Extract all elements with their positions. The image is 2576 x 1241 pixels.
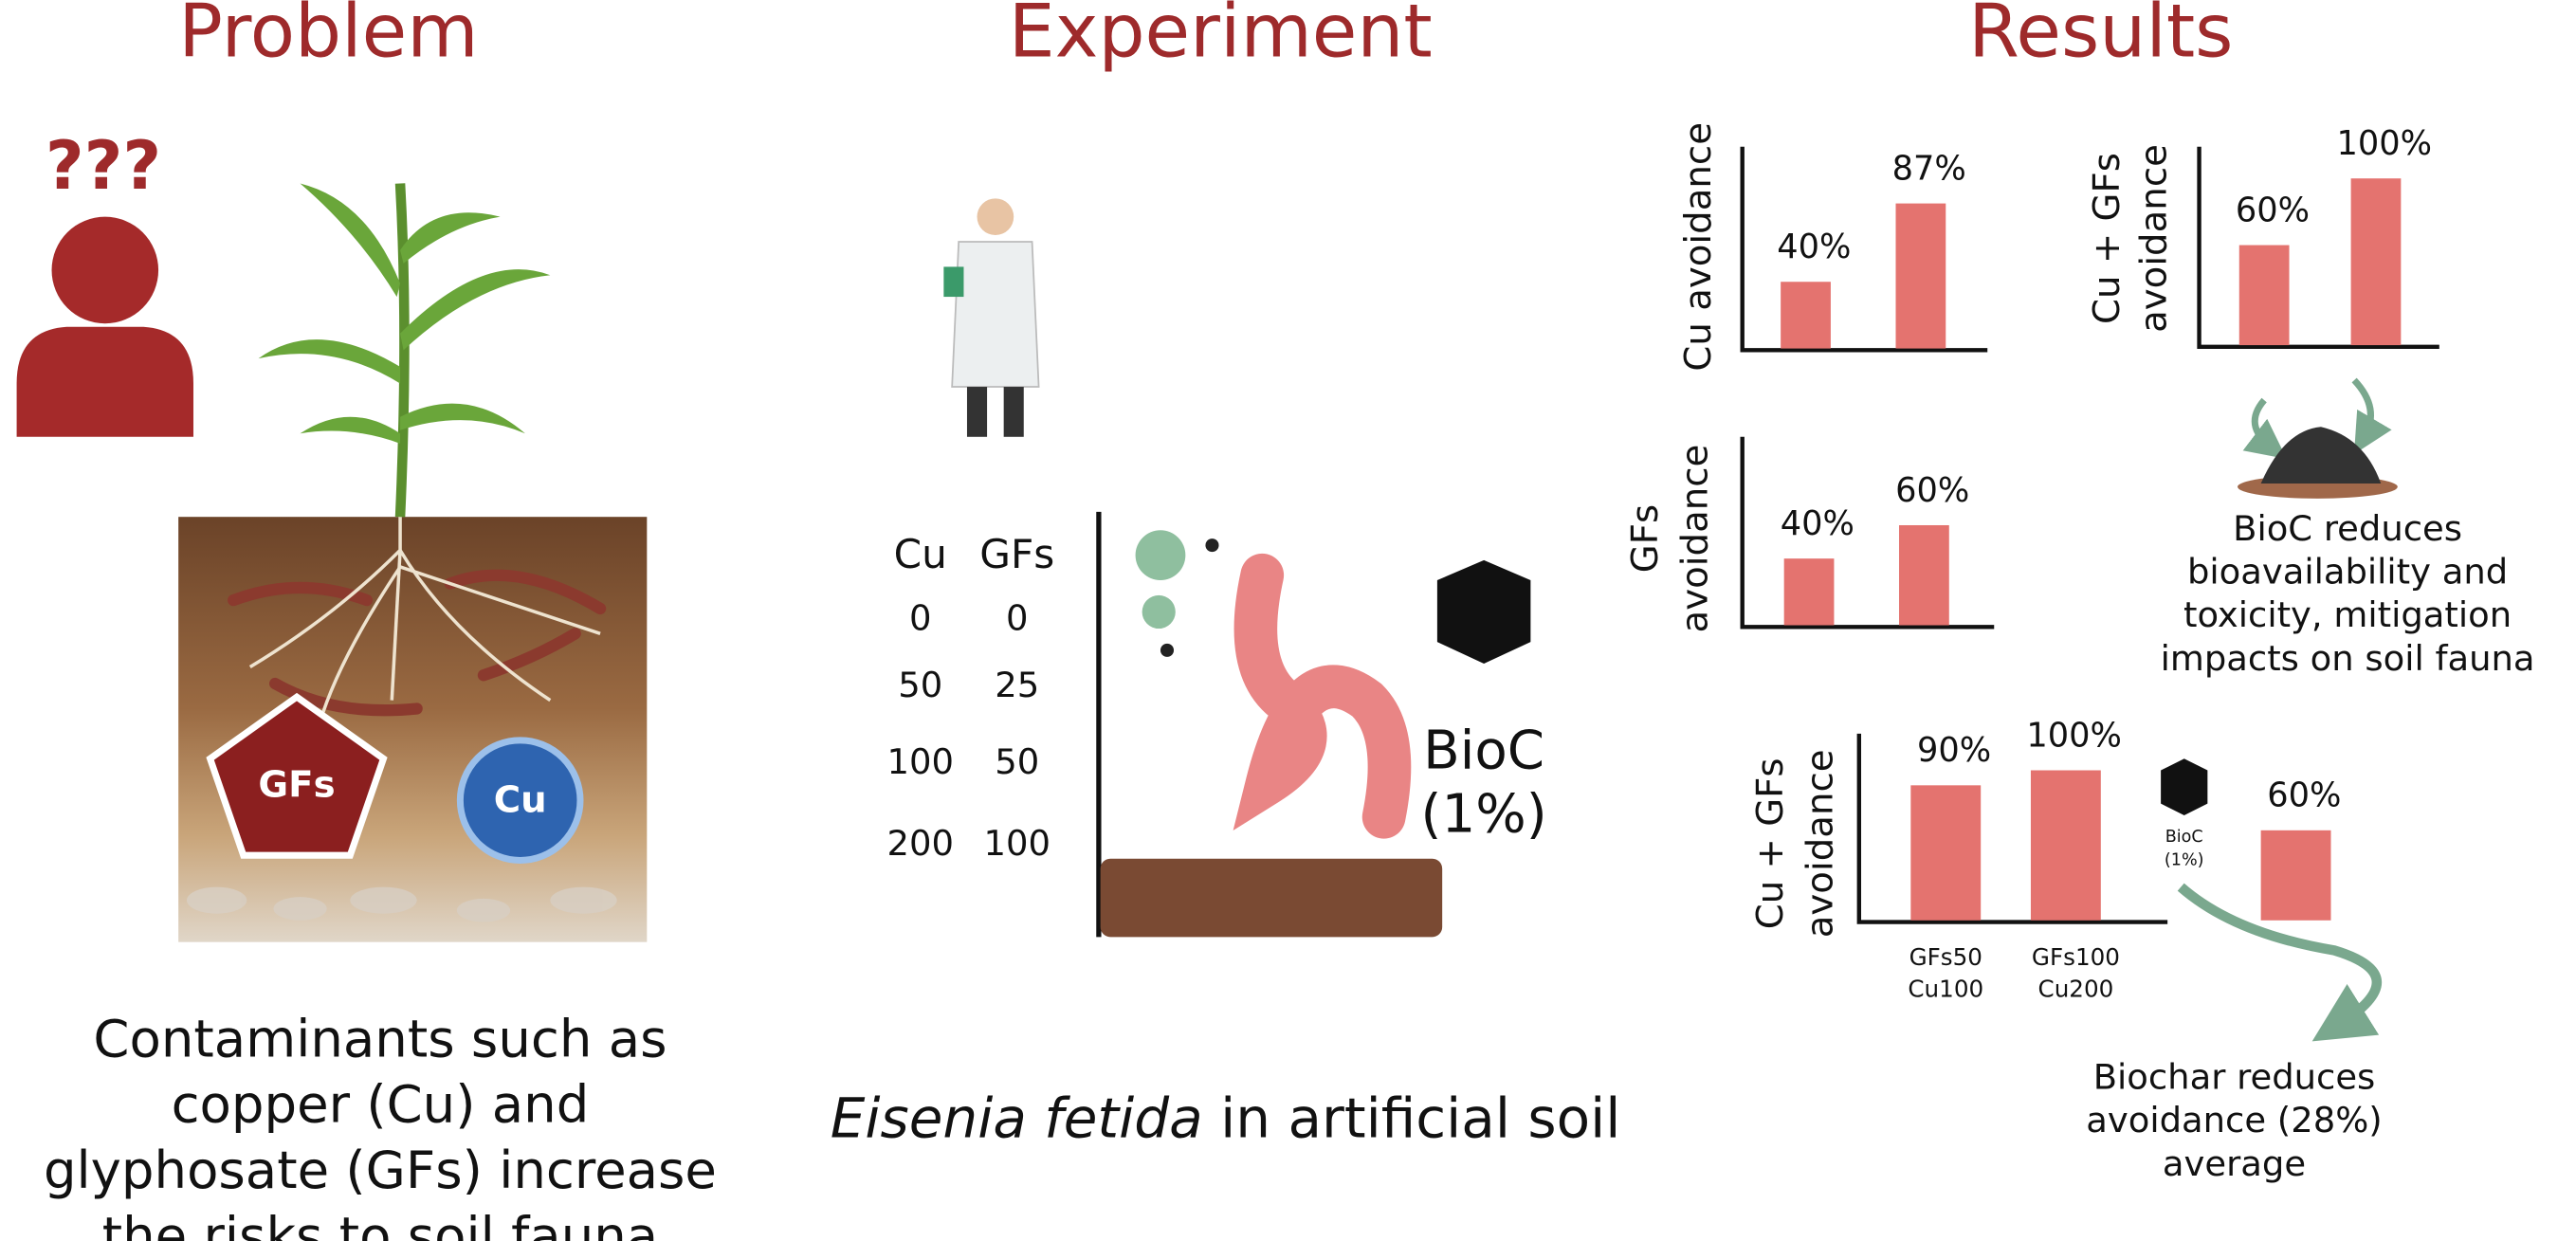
table-cell: 50 xyxy=(995,741,1039,782)
table-cell: 50 xyxy=(898,665,942,705)
note-line: BioC reduces xyxy=(2233,508,2462,549)
table-cell: 0 xyxy=(1006,598,1029,639)
problem-text-line: Contaminants such as xyxy=(93,1008,667,1068)
table-cell: 25 xyxy=(995,665,1039,705)
value-label: 40% xyxy=(1781,504,1854,543)
table-header: GFs xyxy=(979,531,1054,577)
axis xyxy=(2197,146,2439,350)
bar xyxy=(1899,524,1949,626)
axis xyxy=(1856,733,2168,924)
value-label: 60% xyxy=(1895,471,1969,510)
x-category-label: Cu200 xyxy=(2038,976,2114,1003)
species: Eisenia fetida xyxy=(831,1086,1203,1151)
note-line: Biochar reduces xyxy=(2093,1056,2376,1097)
note-line: bioavailability and xyxy=(2187,551,2508,592)
result-charts: Cu avoidance 40%87% Cu + GFs avoidance 60%10… xyxy=(1624,122,2439,1003)
problem-text-line: glyphosate (GFs) increase xyxy=(44,1140,717,1200)
value-label: 100% xyxy=(2026,716,2122,755)
section-title: Experiment xyxy=(1009,0,1433,75)
y-axis-label: Cu + GFs xyxy=(2086,153,2128,324)
value-label: 100% xyxy=(2337,124,2433,163)
value-label: 60% xyxy=(2236,191,2310,229)
problem-text-line: the risks to soil fauna xyxy=(102,1206,658,1241)
question-marks: ??? xyxy=(46,127,161,205)
biochar-pile xyxy=(2238,377,2398,499)
note-line: average xyxy=(2163,1143,2306,1184)
problem-text-line: copper (Cu) and xyxy=(172,1074,590,1135)
axis xyxy=(1740,146,1988,353)
soil-ground xyxy=(1100,858,1443,938)
table-cell: 100 xyxy=(983,823,1050,864)
axis xyxy=(1740,436,1995,630)
table-cell: 200 xyxy=(886,823,953,864)
caption-rest: in artificial soil xyxy=(1203,1086,1621,1151)
table-cell: 0 xyxy=(909,598,932,639)
note-line: avoidance (28%) xyxy=(2086,1100,2382,1141)
value-label: 60% xyxy=(2267,776,2341,815)
particles xyxy=(1135,530,1219,657)
table-cell: 100 xyxy=(886,741,953,782)
bar xyxy=(1895,203,1946,349)
y-axis-label: avoidance xyxy=(2132,144,2175,333)
bar xyxy=(1783,558,1835,626)
dose-table: Cu GFs 0 0 50 25 100 50 200 100 xyxy=(886,531,1054,864)
bioc-label: (1%) xyxy=(1421,783,1547,845)
bar xyxy=(1910,785,1982,921)
bioc-label: BioC xyxy=(1423,721,1544,782)
earthworm xyxy=(1233,553,1412,839)
scientist-icon xyxy=(943,198,1040,437)
value-label: 40% xyxy=(1777,228,1851,266)
gfs-label: GFs xyxy=(258,764,335,807)
y-axis-label: Cu avoidance xyxy=(1677,122,1720,372)
bar xyxy=(2350,178,2402,346)
section-title: Problem xyxy=(178,0,478,75)
bar xyxy=(1781,282,1831,349)
biochar-small-icon xyxy=(2161,758,2208,815)
section-title: Results xyxy=(1968,0,2233,75)
biochar-cube xyxy=(1436,559,1531,664)
bar xyxy=(2260,830,2331,921)
note-line: toxicity, mitigation xyxy=(2183,594,2512,635)
x-category-label: BioC xyxy=(2165,828,2203,847)
value-label: 87% xyxy=(1892,149,1966,188)
arrow xyxy=(2177,883,2383,1042)
person-icon: ??? xyxy=(16,127,193,437)
cu-label: Cu xyxy=(494,778,547,821)
y-axis-label: Cu + GFs xyxy=(1749,757,1792,929)
y-axis-label: GFs xyxy=(1624,504,1667,573)
x-category-label: GFs50 xyxy=(1909,943,1982,971)
x-category-label: (1%) xyxy=(2165,850,2204,869)
x-category-label: GFs100 xyxy=(2032,943,2120,971)
soil-profile: GFs Cu xyxy=(178,183,648,942)
value-label: 90% xyxy=(1917,731,1991,770)
table-header: Cu xyxy=(894,531,947,577)
experiment-caption: Eisenia fetida in artificial soil xyxy=(831,1086,1621,1151)
y-axis-label: avoidance xyxy=(1800,749,1842,938)
x-category-label: Cu100 xyxy=(1908,976,1983,1003)
y-axis-label: avoidance xyxy=(1674,445,1717,633)
note-line: impacts on soil fauna xyxy=(2161,638,2535,679)
bar xyxy=(2238,245,2290,346)
bar xyxy=(2030,770,2101,921)
